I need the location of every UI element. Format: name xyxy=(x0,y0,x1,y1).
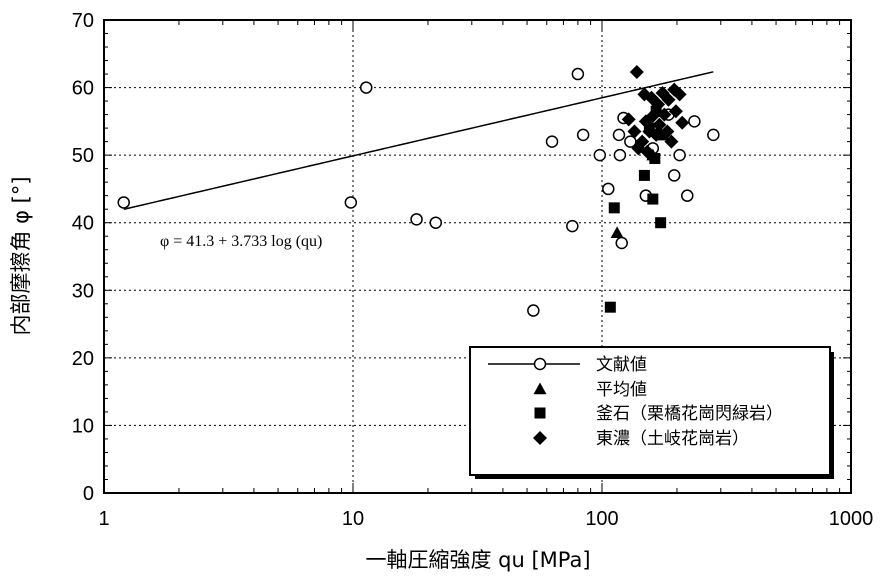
kamaishi-point xyxy=(647,193,659,205)
literature-point xyxy=(359,81,373,94)
tono-point xyxy=(645,108,660,123)
tono-point xyxy=(657,107,672,122)
equation-label: φ = 41.3 + 3.733 log (qu) xyxy=(160,233,322,250)
y-tick-label: 20 xyxy=(72,348,94,370)
literature-point xyxy=(707,128,720,142)
y-tick-label: 30 xyxy=(72,280,94,302)
literature-point xyxy=(527,304,540,317)
legend-marker xyxy=(533,431,547,445)
x-tick-label: 10 xyxy=(342,508,364,530)
tono-point xyxy=(621,112,636,127)
y-tick-label: 50 xyxy=(72,145,94,167)
literature-point xyxy=(429,216,443,229)
tono-point xyxy=(672,87,687,102)
plot-frame xyxy=(103,19,852,494)
tono-point xyxy=(629,65,644,80)
y-tick-label: 60 xyxy=(72,78,94,100)
legend-label: 平均値 xyxy=(596,380,647,400)
literature-point xyxy=(566,219,579,233)
x-tick-label: 100 xyxy=(585,508,618,530)
kamaishi-point xyxy=(650,105,662,117)
y-tick-label: 40 xyxy=(72,213,94,235)
literature-point xyxy=(602,182,615,196)
kamaishi-point xyxy=(604,301,616,313)
tono-point xyxy=(651,97,666,112)
literature-point xyxy=(613,148,627,162)
kamaishi-point xyxy=(608,202,620,214)
legend-shadow xyxy=(830,352,834,479)
grid-lines xyxy=(104,20,851,493)
tono-point xyxy=(661,92,676,107)
literature-point xyxy=(545,135,559,148)
tono-point xyxy=(664,134,679,149)
data-points xyxy=(117,65,720,317)
tono-point xyxy=(668,104,683,119)
tono-point xyxy=(627,124,642,139)
tono-point xyxy=(660,124,675,139)
literature-point xyxy=(410,213,423,226)
literature-point xyxy=(576,128,590,142)
literature-point xyxy=(117,196,130,209)
kamaishi-point xyxy=(655,217,667,229)
regression-line xyxy=(123,71,714,211)
legend-marker xyxy=(534,407,546,419)
legend-marker xyxy=(533,357,547,371)
average-point xyxy=(610,226,624,239)
tono-point xyxy=(652,117,667,132)
legend-label: 東濃（土岐花崗岩） xyxy=(596,429,749,449)
legend-label: 釜石（栗橋花崗閃緑岩） xyxy=(596,404,783,424)
y-tick-label: 10 xyxy=(72,415,94,437)
literature-point xyxy=(667,169,681,182)
kamaishi-point xyxy=(638,169,650,181)
literature-point xyxy=(688,115,701,128)
legend-shadow-bottom xyxy=(475,475,834,479)
x-tick-label: 1000 xyxy=(829,508,874,530)
literature-point xyxy=(593,148,607,162)
tono-point xyxy=(640,144,655,159)
tono-point xyxy=(675,115,690,130)
kamaishi-point xyxy=(649,153,661,165)
literature-point xyxy=(612,128,626,142)
x-tick-label: 1 xyxy=(98,508,109,530)
literature-point xyxy=(681,189,694,202)
x-tick-labels: 1 10 100 1000 xyxy=(98,508,873,530)
legend-marker xyxy=(533,382,547,395)
literature-point xyxy=(673,148,686,162)
y-tick-label: 0 xyxy=(83,483,94,505)
y-tick-label: 70 xyxy=(72,10,94,32)
literature-point xyxy=(615,236,628,250)
literature-point xyxy=(344,196,358,209)
y-tick-labels: 0 10 20 30 40 50 60 70 xyxy=(72,10,94,505)
y-axis-title: 内部摩擦角 φ [°] xyxy=(9,176,33,335)
x-axis-title: 一軸圧縮強度 qu [MPa] xyxy=(365,548,590,572)
literature-point xyxy=(571,67,585,81)
legend-label: 文献値 xyxy=(596,355,647,375)
